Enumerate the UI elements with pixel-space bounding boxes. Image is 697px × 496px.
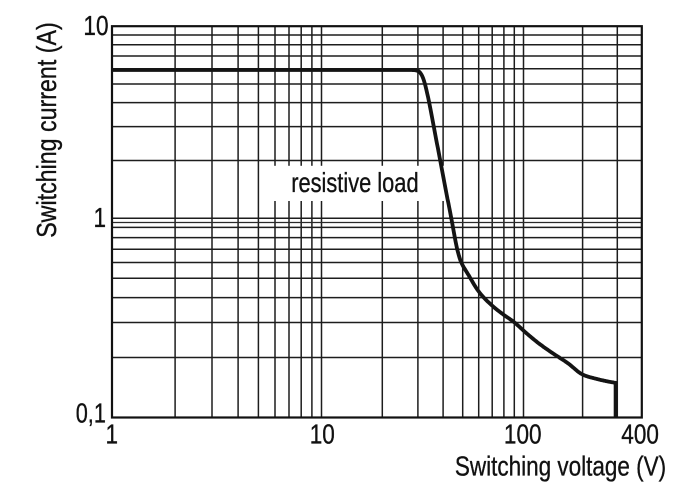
svg-text:0,1: 0,1 [76,399,106,429]
svg-text:1: 1 [93,203,106,234]
svg-text:100: 100 [504,419,542,450]
svg-text:Switching current (A): Switching current (A) [32,22,62,238]
svg-text:10: 10 [310,419,335,450]
svg-text:Switching voltage (V): Switching voltage (V) [455,451,666,482]
svg-text:resistive load: resistive load [291,167,418,198]
svg-text:1: 1 [106,419,119,450]
svg-text:10: 10 [83,11,108,42]
svg-text:400: 400 [621,419,659,450]
